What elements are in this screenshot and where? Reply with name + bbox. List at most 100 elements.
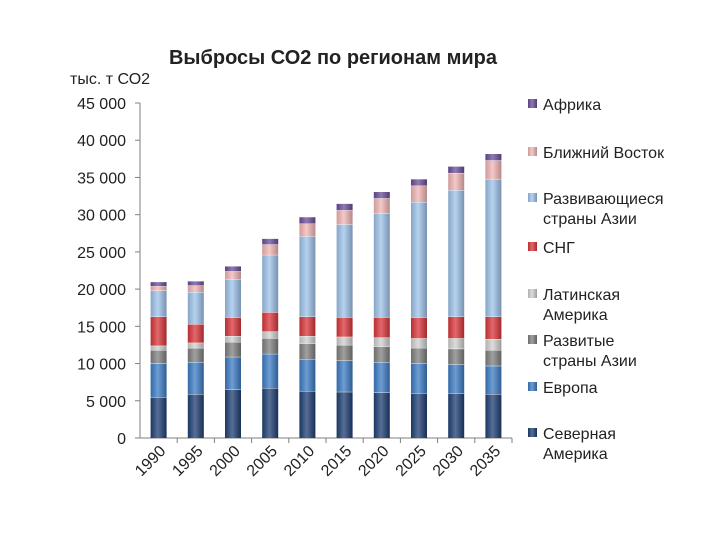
bar-segment xyxy=(225,389,241,438)
bar-segment xyxy=(373,317,390,338)
bar-segment xyxy=(411,338,427,348)
bar-segment xyxy=(336,391,353,438)
bar-segment xyxy=(448,393,465,438)
bar-segment xyxy=(150,363,167,398)
bar-segment xyxy=(485,316,502,339)
bar-segment xyxy=(187,280,204,286)
bar-segment xyxy=(187,324,204,343)
bar-segment xyxy=(262,312,279,332)
y-tick-label: 5 000 xyxy=(86,394,126,411)
bar-segment xyxy=(225,271,241,280)
x-tick-label: 2025 xyxy=(393,443,430,480)
bar-segment xyxy=(485,153,502,161)
bar-stack-1990 xyxy=(150,281,167,438)
legend-label: Развитые xyxy=(543,333,614,350)
bar-segment xyxy=(448,316,465,339)
x-tick-label: 2030 xyxy=(430,443,467,480)
bar-segment xyxy=(373,346,390,363)
bar-stack-2000 xyxy=(225,265,241,438)
legend-swatch xyxy=(528,99,537,108)
bar-segment xyxy=(299,359,316,392)
bar-segment xyxy=(411,185,427,203)
legend-label: Латинская xyxy=(543,287,620,304)
bar-segment xyxy=(336,336,353,345)
bar-segment xyxy=(225,336,241,342)
legend-swatch xyxy=(528,335,537,344)
bar-segment xyxy=(373,337,390,347)
bar-segment xyxy=(411,363,427,394)
bar-segment xyxy=(150,345,167,351)
legend-label: СНГ xyxy=(543,240,575,257)
bar-stack-2020 xyxy=(373,191,390,438)
bar-segment xyxy=(299,316,316,337)
x-tick-label: 2020 xyxy=(355,443,392,480)
bar-segment xyxy=(150,286,167,291)
x-axis: 1990 1995 2000 2005 2010 2015 2020 2025 2030 2035 xyxy=(132,443,504,480)
bar-segment xyxy=(485,394,502,438)
bar-segment xyxy=(485,365,502,395)
x-tick-label: 2005 xyxy=(244,443,281,480)
y-tick-label: 30 000 xyxy=(77,208,126,225)
legend-item: Европа xyxy=(528,380,598,397)
bar-stack-2025 xyxy=(411,178,427,438)
legend-label: страны Азии xyxy=(543,353,637,370)
bar-segment xyxy=(225,356,241,390)
legend-item: Латинская Америка xyxy=(528,287,620,324)
bar-segment xyxy=(485,178,502,317)
bar-segment xyxy=(262,254,279,313)
legend-swatch xyxy=(528,193,537,202)
bar-segment xyxy=(262,353,279,389)
bar-segment xyxy=(411,393,427,438)
bar-segment xyxy=(448,172,465,191)
bar-segment xyxy=(336,360,353,392)
bar-segment xyxy=(225,266,241,272)
bar-stack-2005 xyxy=(262,238,279,438)
bar-segment xyxy=(299,223,316,237)
bar-segment xyxy=(411,317,427,339)
legend-label: страны Азии xyxy=(543,211,637,228)
bar-segment xyxy=(262,331,279,339)
bar-stack-2010 xyxy=(299,216,316,438)
bar-segment xyxy=(448,190,465,317)
y-tick-label: 10 000 xyxy=(77,357,126,374)
legend-swatch xyxy=(528,428,537,437)
bar-segment xyxy=(448,364,465,394)
legend-item: Развитые страны Азии xyxy=(528,333,637,370)
bar-segment xyxy=(373,392,390,438)
legend-label: Ближний Восток xyxy=(543,145,665,162)
bar-segment xyxy=(448,348,465,365)
bar-segment xyxy=(336,203,353,211)
legend-item: Африка xyxy=(528,97,601,114)
bar-segment xyxy=(336,210,353,225)
legend-swatch xyxy=(528,147,537,156)
bar-segment xyxy=(225,341,241,357)
chart-title: Выбросы СО2 по регионам мира xyxy=(169,47,498,69)
bar-segment xyxy=(336,344,353,361)
bar-segment xyxy=(411,347,427,364)
legend-swatch xyxy=(528,289,537,298)
bar-segment xyxy=(225,279,241,318)
bar-segment xyxy=(411,178,427,186)
bar-segment xyxy=(373,198,390,214)
bar-segment xyxy=(262,338,279,354)
bar-segment xyxy=(299,236,316,317)
bar-segment xyxy=(187,347,204,363)
bar-stacks xyxy=(150,153,513,443)
bar-segment xyxy=(262,238,279,245)
legend: Африка Ближний Восток Развивающиеся страны … xyxy=(528,97,665,463)
x-tick-label: 2015 xyxy=(318,443,355,480)
bar-segment xyxy=(262,388,279,438)
bar-segment xyxy=(373,213,390,318)
legend-label: Америка xyxy=(543,446,608,463)
x-tick-label: 1995 xyxy=(169,443,206,480)
legend-label: Развивающиеся xyxy=(543,191,664,208)
bar-segment xyxy=(150,290,167,317)
x-tick-label: 2035 xyxy=(467,443,504,480)
bar-stack-2030 xyxy=(448,165,465,438)
bar-segment xyxy=(299,343,316,360)
bar-segment xyxy=(187,394,204,438)
bar-segment xyxy=(187,292,204,325)
bar-segment xyxy=(150,350,167,364)
y-tick-label: 45 000 xyxy=(77,96,126,113)
